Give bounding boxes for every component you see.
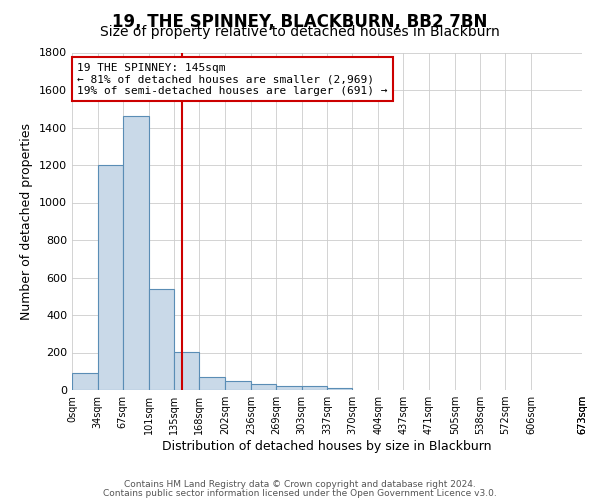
Bar (276, 386, 302, 390)
Bar (123, 116, 149, 390)
X-axis label: Distribution of detached houses by size in Blackburn: Distribution of detached houses by size … (162, 440, 492, 453)
Bar (72, 373, 98, 390)
Text: 19, THE SPINNEY, BLACKBURN, BB2 7BN: 19, THE SPINNEY, BLACKBURN, BB2 7BN (112, 12, 488, 30)
Bar (251, 384, 276, 390)
Text: Contains public sector information licensed under the Open Government Licence v3: Contains public sector information licen… (103, 488, 497, 498)
Bar (199, 378, 225, 390)
Text: Size of property relative to detached houses in Blackburn: Size of property relative to detached ho… (100, 25, 500, 39)
Text: 19 THE SPINNEY: 145sqm
← 81% of detached houses are smaller (2,969)
19% of semi-: 19 THE SPINNEY: 145sqm ← 81% of detached… (77, 62, 388, 96)
Bar (175, 352, 199, 390)
Bar (328, 388, 352, 390)
Bar (149, 289, 175, 390)
Bar (302, 386, 328, 390)
Y-axis label: Number of detached properties: Number of detached properties (20, 122, 34, 320)
Bar (225, 381, 251, 390)
Text: Contains HM Land Registry data © Crown copyright and database right 2024.: Contains HM Land Registry data © Crown c… (124, 480, 476, 489)
Bar (98, 165, 123, 390)
